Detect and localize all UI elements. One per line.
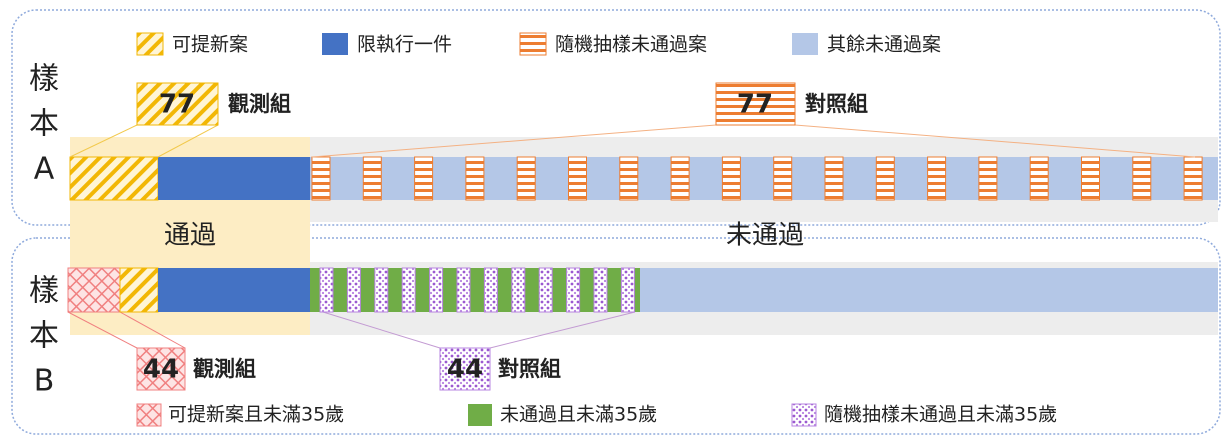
frame-b bbox=[11, 237, 1221, 435]
swatch bbox=[468, 404, 492, 426]
segment bbox=[310, 157, 1218, 200]
legend-label: 隨機抽樣未通過且未滿35歲 bbox=[824, 404, 1057, 426]
group-label: 對照組 bbox=[805, 92, 868, 116]
segment bbox=[69, 156, 159, 201]
group-label: 對照組 bbox=[498, 357, 561, 381]
sample-slot bbox=[568, 156, 587, 201]
segment bbox=[67, 267, 121, 313]
sample-slot bbox=[721, 156, 741, 201]
connector bbox=[311, 124, 717, 158]
bar-b bbox=[67, 267, 1218, 313]
group-label: 觀測組 bbox=[228, 92, 291, 116]
count: 77 bbox=[159, 90, 195, 120]
sample-slot bbox=[465, 156, 485, 201]
sample-slot bbox=[978, 156, 998, 201]
side-label: 本 bbox=[29, 107, 59, 142]
sample-slot bbox=[483, 267, 498, 313]
sample-slot bbox=[362, 156, 382, 201]
connector bbox=[322, 311, 441, 349]
side-label: B bbox=[34, 364, 55, 399]
frame-a bbox=[11, 9, 1221, 226]
connector bbox=[67, 311, 138, 349]
connector bbox=[157, 124, 219, 158]
sample-slot bbox=[620, 267, 635, 313]
legend-label: 其餘未通過案 bbox=[827, 34, 941, 56]
box bbox=[715, 82, 796, 126]
legend-label: 可提新案 bbox=[172, 34, 248, 56]
box bbox=[439, 347, 491, 391]
connector bbox=[69, 124, 138, 158]
sample-slot bbox=[319, 267, 334, 313]
sample-slot bbox=[824, 156, 844, 201]
legend-label: 隨機抽樣未通過案 bbox=[555, 34, 707, 56]
box bbox=[136, 82, 219, 126]
sample-b-label: 樣 本 B bbox=[29, 274, 59, 399]
swatch bbox=[792, 33, 818, 55]
count: 44 bbox=[447, 355, 483, 385]
box bbox=[136, 347, 186, 391]
sample-slot bbox=[566, 267, 581, 313]
sample-slot bbox=[619, 156, 639, 201]
sample-slot bbox=[927, 156, 947, 201]
segment bbox=[119, 267, 159, 313]
bar-a bbox=[69, 156, 1218, 201]
region-label: 通過 bbox=[164, 221, 216, 251]
sample-slot bbox=[670, 156, 690, 201]
swatch bbox=[791, 403, 817, 427]
sample-slot bbox=[429, 267, 444, 313]
segment bbox=[310, 268, 640, 312]
group-boxes: 77 觀測組 77 對照組 44 觀測組 44 對照組 bbox=[136, 82, 868, 391]
connector bbox=[119, 311, 186, 349]
group-label: 觀測組 bbox=[193, 357, 256, 381]
swatch bbox=[322, 33, 348, 55]
connectors bbox=[67, 124, 1196, 349]
frames bbox=[11, 9, 1221, 435]
sample-slot bbox=[311, 156, 331, 201]
legend-top: 可提新案 限執行一件 隨機抽樣未通過案 其餘未通過案 bbox=[136, 32, 941, 56]
swatch bbox=[136, 403, 162, 427]
connector bbox=[794, 124, 1196, 158]
sample-slot bbox=[538, 267, 553, 313]
side-label: A bbox=[34, 152, 55, 187]
sample-slot bbox=[593, 267, 608, 313]
legend-label: 限執行一件 bbox=[357, 34, 452, 56]
side-label: 樣 bbox=[29, 274, 59, 309]
count: 44 bbox=[143, 355, 179, 385]
sample-slot bbox=[414, 156, 434, 201]
legend-label: 未通過且未滿35歲 bbox=[500, 404, 657, 426]
legend-label: 可提新案且未滿35歲 bbox=[168, 404, 344, 426]
sample-slot bbox=[1183, 156, 1203, 201]
swatch bbox=[519, 32, 547, 56]
sample-slot bbox=[1029, 156, 1049, 201]
sample-slot bbox=[773, 156, 793, 201]
sample-slot bbox=[456, 267, 471, 313]
sample-slot bbox=[346, 267, 361, 313]
segment bbox=[158, 157, 310, 200]
side-label: 本 bbox=[29, 319, 59, 354]
count: 77 bbox=[737, 90, 773, 120]
sample-slot bbox=[374, 267, 389, 313]
sample-slot bbox=[1132, 156, 1152, 201]
sample-slot bbox=[875, 156, 895, 201]
swatch bbox=[136, 32, 164, 56]
legend-bottom: 可提新案且未滿35歲 未通過且未滿35歲 隨機抽樣未通過且未滿35歲 bbox=[136, 403, 1057, 427]
sample-slot bbox=[511, 267, 526, 313]
connector bbox=[489, 311, 636, 349]
sample-slot bbox=[516, 156, 536, 201]
side-label: 樣 bbox=[29, 62, 59, 97]
segment bbox=[158, 268, 310, 312]
segment bbox=[640, 268, 1218, 312]
region-label: 未通過 bbox=[726, 221, 804, 251]
sample-a-label: 樣 本 A bbox=[29, 62, 59, 187]
sample-slot bbox=[401, 267, 416, 313]
sample-slot bbox=[1081, 156, 1100, 201]
